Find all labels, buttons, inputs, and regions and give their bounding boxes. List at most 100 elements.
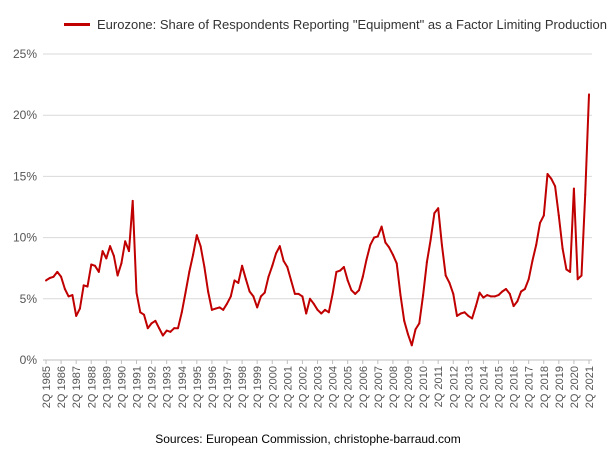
data-point xyxy=(86,285,89,288)
data-point xyxy=(259,295,262,298)
y-tick-label: 15% xyxy=(13,169,37,183)
x-tick-label: 2Q 1997 xyxy=(222,366,234,408)
x-tick-label: 2Q 2011 xyxy=(433,366,445,407)
data-point xyxy=(471,317,474,320)
data-point xyxy=(535,243,538,246)
data-point xyxy=(143,313,146,316)
data-point xyxy=(399,294,402,297)
x-tick-label: 2Q 2021 xyxy=(584,366,596,408)
data-point xyxy=(252,295,255,298)
x-tick-label: 2Q 1986 xyxy=(56,366,68,408)
data-point xyxy=(467,314,470,317)
data-point xyxy=(357,289,360,292)
data-point xyxy=(505,288,508,291)
source-credit: Sources: European Commission, christophe… xyxy=(155,432,461,446)
x-tick-label: 2Q 2003 xyxy=(313,366,325,408)
data-point xyxy=(448,281,451,284)
x-tick-label: 2Q 2010 xyxy=(418,366,430,408)
data-point xyxy=(233,279,236,282)
data-point xyxy=(97,270,100,273)
data-point xyxy=(407,333,409,336)
data-point xyxy=(425,261,428,264)
data-point xyxy=(339,269,342,272)
data-point xyxy=(207,290,210,293)
x-tick-label: 2Q 1985 xyxy=(41,366,53,408)
data-point xyxy=(350,289,353,292)
data-point xyxy=(278,245,281,248)
data-point xyxy=(342,265,345,268)
data-point xyxy=(180,311,183,314)
y-axis-tick-labels: 0% 5% 10% 15% 20% 25% xyxy=(13,47,37,367)
y-tick-label: 20% xyxy=(13,108,37,122)
data-point xyxy=(45,279,47,282)
x-tick-label: 2Q 1991 xyxy=(132,366,144,408)
data-point xyxy=(550,177,553,180)
x-tick-label: 2Q 2002 xyxy=(297,366,309,408)
data-point xyxy=(127,250,130,253)
data-point xyxy=(297,292,300,295)
data-point xyxy=(520,290,523,293)
data-point xyxy=(146,327,149,330)
x-tick-label: 2Q 2019 xyxy=(554,366,566,408)
data-point xyxy=(474,305,477,308)
data-point xyxy=(422,294,425,297)
data-point xyxy=(244,278,247,281)
legend-swatch xyxy=(64,23,90,26)
data-point xyxy=(312,302,315,305)
data-point xyxy=(331,292,334,295)
data-point xyxy=(271,264,274,267)
data-point xyxy=(248,290,251,293)
data-point xyxy=(286,265,289,268)
data-point xyxy=(192,253,195,256)
data-point xyxy=(557,214,560,217)
x-tick-label: 2Q 2008 xyxy=(388,366,400,408)
x-tick-label: 2Q 1990 xyxy=(116,366,128,408)
data-point xyxy=(354,292,357,295)
data-point xyxy=(580,274,583,277)
data-point xyxy=(459,312,462,315)
data-point xyxy=(380,225,383,228)
data-point xyxy=(63,288,66,291)
data-point xyxy=(176,327,179,330)
data-point xyxy=(139,311,142,314)
data-point xyxy=(305,312,308,315)
data-point xyxy=(120,262,123,265)
y-tick-label: 10% xyxy=(13,231,37,245)
data-point xyxy=(308,297,311,300)
data-point xyxy=(429,239,432,242)
data-point xyxy=(346,279,349,282)
data-point xyxy=(222,308,225,311)
data-point xyxy=(78,307,81,310)
data-point xyxy=(538,221,541,224)
data-point xyxy=(56,270,59,273)
x-tick-label: 2Q 2017 xyxy=(524,366,536,408)
data-point xyxy=(320,312,323,315)
data-point xyxy=(501,290,504,293)
data-point xyxy=(373,236,376,239)
data-point xyxy=(403,319,406,322)
data-point xyxy=(508,292,511,295)
data-point xyxy=(275,252,278,255)
data-point xyxy=(410,344,413,347)
y-tick-label: 5% xyxy=(20,292,38,306)
data-point xyxy=(203,265,206,268)
data-point xyxy=(173,327,176,330)
gridlines xyxy=(43,53,592,300)
data-point xyxy=(301,295,304,298)
data-point xyxy=(456,314,459,317)
x-tick-label: 2Q 2018 xyxy=(539,366,551,408)
x-tick-label: 2Q 1999 xyxy=(252,366,264,408)
x-tick-label: 2Q 2016 xyxy=(509,366,521,408)
data-point xyxy=(237,281,240,284)
data-point xyxy=(376,235,379,238)
data-point xyxy=(52,275,55,278)
x-tick-label: 2Q 1989 xyxy=(101,366,113,408)
data-point xyxy=(94,264,97,267)
data-point xyxy=(463,311,466,314)
x-tick-label: 2Q 1998 xyxy=(237,366,249,408)
x-axis-tick-labels: 2Q 1985 2Q 1986 2Q 1987 2Q 1988 2Q 1989 2Q 19… xyxy=(41,360,596,408)
legend-label: Eurozone: Share of Respondents Reporting… xyxy=(97,17,608,32)
data-point xyxy=(267,275,270,278)
data-point xyxy=(478,291,481,294)
data-point xyxy=(561,247,564,250)
